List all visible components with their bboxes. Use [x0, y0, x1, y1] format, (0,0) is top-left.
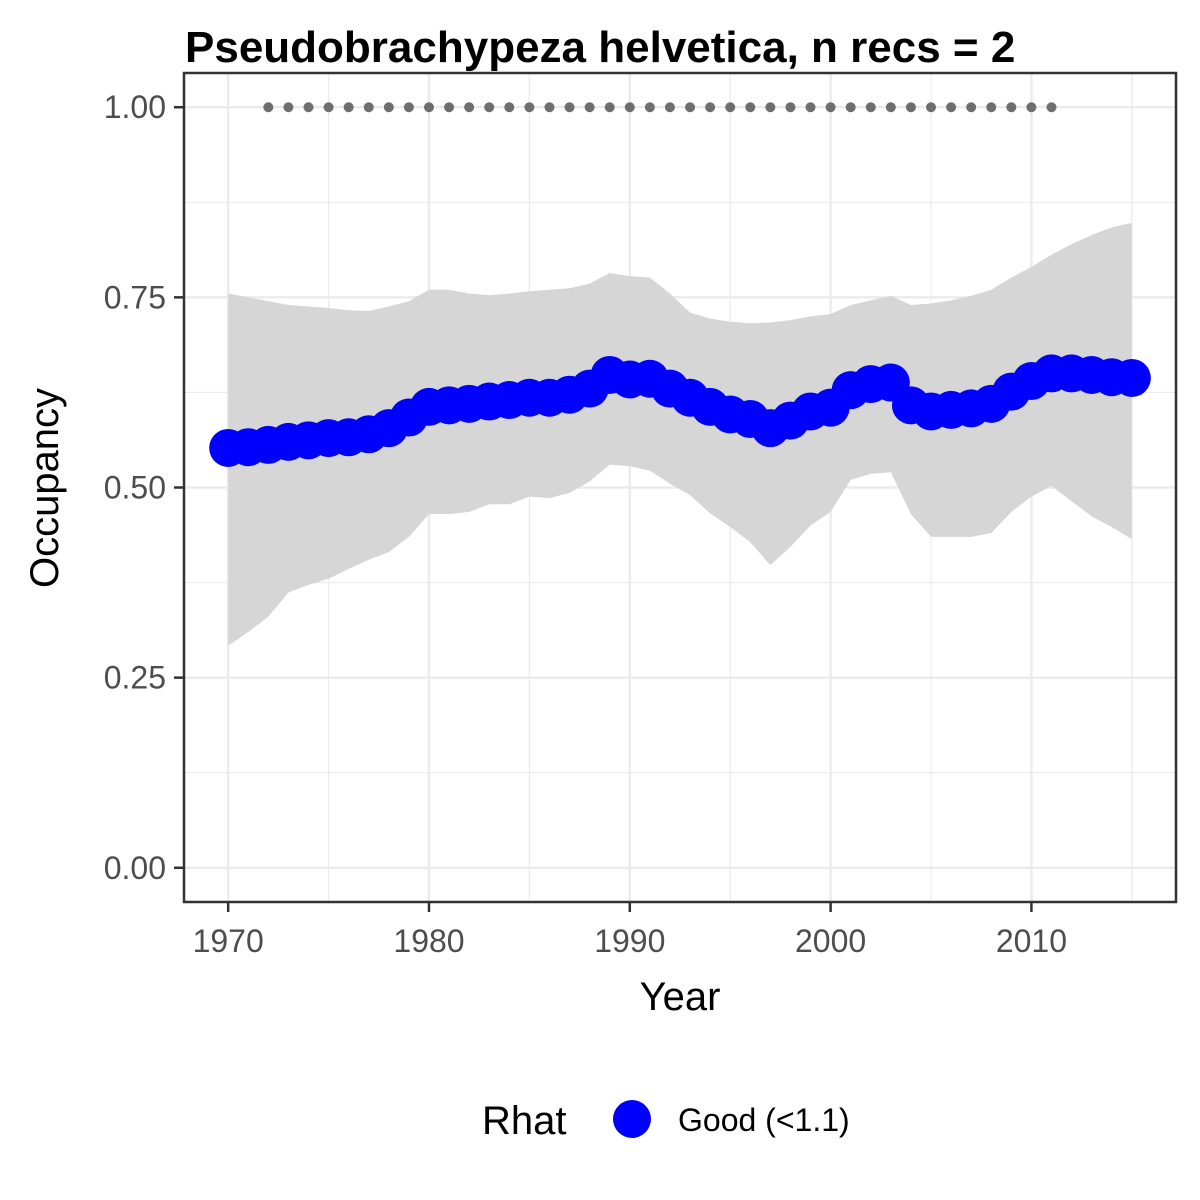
record-dot: [524, 102, 535, 113]
record-dot: [1046, 102, 1057, 113]
record-dot: [664, 102, 675, 113]
record-dots: [263, 102, 1057, 113]
x-tick-label: 2000: [795, 923, 866, 959]
occupancy-series: [209, 354, 1151, 467]
x-tick-label: 1970: [193, 923, 264, 959]
legend-key-marker: [613, 1100, 651, 1138]
record-dot: [624, 102, 635, 113]
record-dot: [725, 102, 736, 113]
y-axis: 0.00 0.25 0.50 0.75 1.00: [104, 89, 184, 886]
y-axis-label: Occupancy: [23, 388, 67, 588]
x-tick-label: 2010: [996, 923, 1067, 959]
record-dot: [745, 102, 756, 113]
ribbon-area: [228, 222, 1132, 646]
record-dot: [926, 102, 937, 113]
record-dot: [905, 102, 916, 113]
record-dot: [444, 102, 455, 113]
record-dot: [1026, 102, 1037, 113]
record-dot: [885, 102, 896, 113]
series-point: [1112, 358, 1151, 397]
record-dot: [363, 102, 374, 113]
record-dot: [604, 102, 615, 113]
record-dot: [544, 102, 555, 113]
record-dot: [403, 102, 414, 113]
y-tick-label: 0.00: [104, 850, 166, 886]
record-dot: [464, 102, 475, 113]
record-dot: [484, 102, 495, 113]
record-dot: [383, 102, 394, 113]
x-tick-label: 1990: [594, 923, 665, 959]
confidence-ribbon: [228, 222, 1132, 646]
legend: Rhat Good (<1.1): [482, 1099, 850, 1143]
y-tick-label: 1.00: [104, 89, 166, 125]
chart-title: Pseudobrachypeza helvetica, n recs = 2: [185, 23, 1015, 72]
record-dot: [1006, 102, 1017, 113]
y-tick-label: 0.75: [104, 279, 166, 315]
record-dot: [986, 102, 997, 113]
record-dot: [785, 102, 796, 113]
x-tick-label: 1980: [393, 923, 464, 959]
record-dot: [865, 102, 876, 113]
record-dot: [564, 102, 575, 113]
record-dot: [705, 102, 716, 113]
record-dot: [343, 102, 354, 113]
legend-title: Rhat: [482, 1099, 567, 1143]
x-axis: 1970 1980 1990 2000 2010: [193, 902, 1067, 959]
record-dot: [946, 102, 957, 113]
y-tick-label: 0.25: [104, 660, 166, 696]
record-dot: [685, 102, 696, 113]
record-dot: [283, 102, 294, 113]
record-dot: [323, 102, 334, 113]
record-dot: [263, 102, 274, 113]
y-tick-label: 0.50: [104, 470, 166, 506]
record-dot: [845, 102, 856, 113]
record-dot: [584, 102, 595, 113]
record-dot: [765, 102, 776, 113]
record-dot: [644, 102, 655, 113]
record-dot: [423, 102, 434, 113]
record-dot: [825, 102, 836, 113]
record-dot: [504, 102, 515, 113]
x-axis-label: Year: [640, 975, 721, 1019]
legend-label: Good (<1.1): [678, 1102, 850, 1138]
record-dot: [303, 102, 314, 113]
record-dot: [966, 102, 977, 113]
record-dot: [805, 102, 816, 113]
